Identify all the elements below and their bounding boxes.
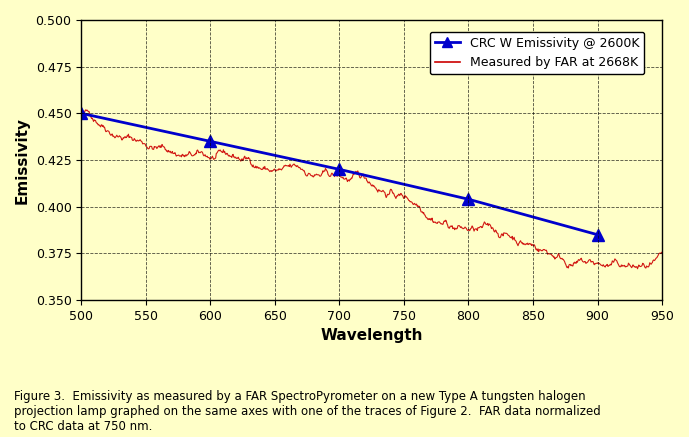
X-axis label: Wavelength: Wavelength bbox=[320, 328, 423, 343]
Text: Figure 3.  Emissivity as measured by a FAR SpectroPyrometer on a new Type A tung: Figure 3. Emissivity as measured by a FA… bbox=[14, 390, 601, 433]
Y-axis label: Emissivity: Emissivity bbox=[15, 117, 30, 204]
Legend: CRC W Emissivity @ 2600K, Measured by FAR at 2668K: CRC W Emissivity @ 2600K, Measured by FA… bbox=[430, 32, 644, 74]
